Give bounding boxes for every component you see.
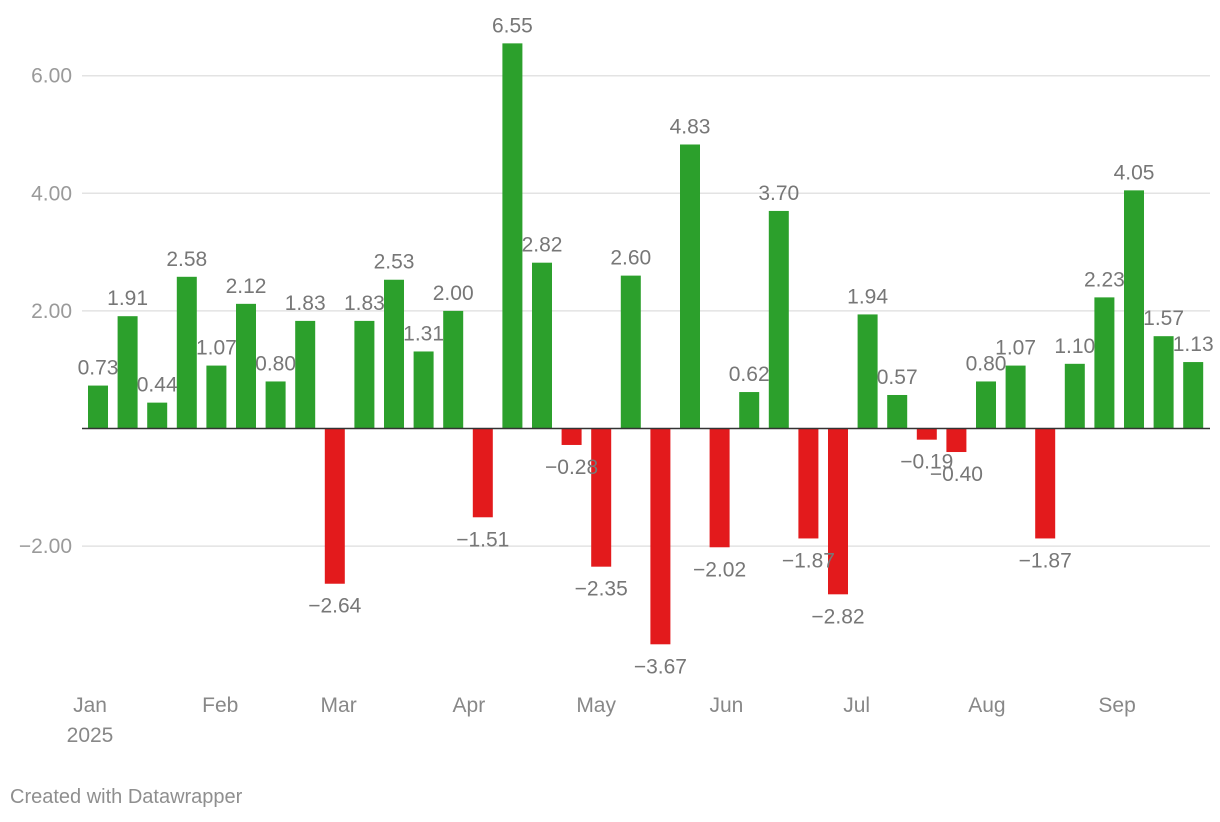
data-label: −1.51 bbox=[456, 528, 509, 551]
bar bbox=[176, 276, 197, 429]
x-tick-label: Sep bbox=[1098, 694, 1135, 717]
data-label: 1.91 bbox=[107, 287, 148, 310]
data-label: 1.83 bbox=[285, 292, 326, 315]
y-tick-label: −2.00 bbox=[19, 535, 72, 558]
credit-text: Created with Datawrapper bbox=[10, 786, 243, 808]
data-label: 2.58 bbox=[166, 248, 207, 271]
bar-chart: 6.00 4.00 2.00 −2.00 0.73 1.91 0.44 2.58 1.07 2.… bbox=[19, 14, 1214, 747]
bar bbox=[502, 43, 523, 429]
data-label: 3.70 bbox=[758, 182, 799, 205]
x-axis: Jan 2025 Feb Mar Apr May Jun Jul Aug Sep bbox=[67, 694, 1136, 747]
data-label: 1.10 bbox=[1054, 335, 1095, 358]
y-axis: 6.00 4.00 2.00 −2.00 bbox=[19, 65, 72, 558]
data-label: −0.28 bbox=[545, 456, 598, 479]
bar bbox=[532, 262, 552, 429]
bar bbox=[206, 365, 227, 429]
bar bbox=[1005, 365, 1026, 429]
bar bbox=[147, 402, 168, 429]
data-label: 2.12 bbox=[226, 275, 267, 298]
bar bbox=[1035, 428, 1056, 539]
data-label: −2.82 bbox=[811, 605, 864, 628]
bar bbox=[798, 428, 819, 539]
x-tick-sublabel: 2025 bbox=[67, 724, 114, 747]
data-label: 0.57 bbox=[877, 366, 918, 389]
bar bbox=[1183, 362, 1204, 429]
bar bbox=[620, 275, 641, 429]
x-tick-label: Mar bbox=[321, 694, 357, 717]
bar bbox=[324, 428, 345, 584]
data-label: 4.83 bbox=[670, 115, 711, 138]
bar bbox=[561, 428, 582, 445]
bar bbox=[265, 381, 286, 429]
bar bbox=[236, 303, 256, 429]
data-label: −1.87 bbox=[782, 549, 835, 572]
data-label: 1.57 bbox=[1143, 307, 1184, 330]
bar bbox=[472, 428, 493, 518]
data-label: 1.94 bbox=[847, 285, 888, 308]
data-label: 0.44 bbox=[137, 374, 178, 397]
bar bbox=[1124, 190, 1144, 429]
bar bbox=[768, 210, 789, 429]
bars bbox=[88, 43, 1204, 645]
bar bbox=[117, 316, 138, 429]
x-tick-label: Jul bbox=[843, 694, 870, 717]
bar bbox=[946, 428, 967, 453]
x-tick-label: May bbox=[576, 694, 616, 717]
bar bbox=[828, 428, 848, 595]
bar bbox=[1064, 363, 1085, 429]
bar bbox=[88, 385, 108, 429]
data-label: 2.82 bbox=[522, 234, 563, 257]
bar bbox=[887, 394, 908, 429]
data-label: 0.62 bbox=[729, 363, 770, 386]
bar bbox=[709, 428, 730, 548]
x-tick-label: Apr bbox=[453, 694, 486, 717]
bar bbox=[857, 314, 878, 429]
data-label: 4.05 bbox=[1114, 161, 1155, 184]
y-tick-label: 2.00 bbox=[31, 300, 72, 323]
data-label: −3.67 bbox=[634, 655, 687, 678]
data-label: −2.64 bbox=[308, 595, 361, 618]
data-label: −1.87 bbox=[1019, 549, 1072, 572]
y-tick-label: 6.00 bbox=[31, 65, 72, 88]
bar bbox=[1094, 297, 1115, 429]
bar bbox=[354, 320, 375, 429]
bar bbox=[650, 428, 671, 645]
data-label: 6.55 bbox=[492, 14, 533, 37]
data-label: 2.60 bbox=[610, 247, 651, 270]
bar bbox=[739, 392, 760, 429]
x-tick-label: Aug bbox=[968, 694, 1005, 717]
data-label: 2.23 bbox=[1084, 268, 1125, 291]
y-tick-label: 4.00 bbox=[31, 182, 72, 205]
data-label: 0.80 bbox=[966, 352, 1007, 375]
x-tick-label: Jan bbox=[73, 694, 107, 717]
bar bbox=[976, 381, 996, 429]
data-label: −0.40 bbox=[930, 463, 983, 486]
data-label: 1.07 bbox=[196, 337, 237, 360]
bar bbox=[1153, 336, 1174, 429]
grid-lines bbox=[82, 74, 1210, 547]
data-label: 0.80 bbox=[255, 352, 296, 375]
bar bbox=[443, 310, 464, 429]
x-tick-label: Feb bbox=[202, 694, 238, 717]
data-label: 2.00 bbox=[433, 282, 474, 305]
data-label: 1.13 bbox=[1173, 333, 1214, 356]
data-labels: 0.73 1.91 0.44 2.58 1.07 2.12 0.80 1.83 −2.64 1.8… bbox=[78, 14, 1214, 678]
bar bbox=[295, 320, 316, 429]
data-label: 2.53 bbox=[374, 251, 415, 274]
data-label: 1.07 bbox=[995, 337, 1036, 360]
data-label: −0.19 bbox=[900, 451, 953, 474]
data-label: −2.02 bbox=[693, 558, 746, 581]
data-label: 1.31 bbox=[403, 322, 444, 345]
bar bbox=[916, 428, 937, 440]
x-tick-label: Jun bbox=[709, 694, 743, 717]
data-label: −2.35 bbox=[575, 578, 628, 601]
bar bbox=[680, 144, 700, 429]
bar bbox=[384, 279, 404, 429]
bar bbox=[591, 428, 612, 567]
bar bbox=[413, 351, 434, 429]
data-label: 1.83 bbox=[344, 292, 385, 315]
data-label: 0.73 bbox=[78, 357, 119, 380]
